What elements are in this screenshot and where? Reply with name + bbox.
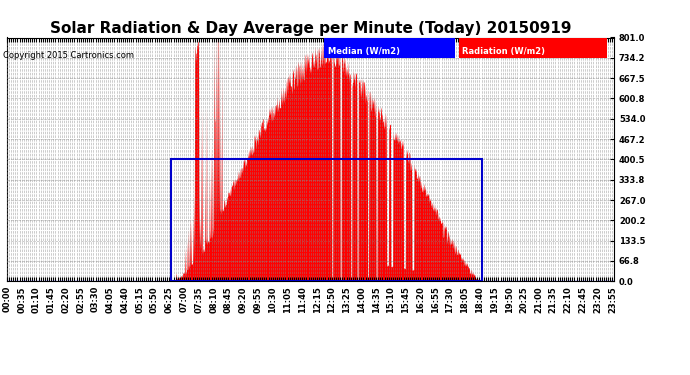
- Text: Copyright 2015 Cartronics.com: Copyright 2015 Cartronics.com: [3, 51, 135, 60]
- Text: Median (W/m2): Median (W/m2): [328, 47, 400, 56]
- Title: Solar Radiation & Day Average per Minute (Today) 20150919: Solar Radiation & Day Average per Minute…: [50, 21, 571, 36]
- Text: Radiation (W/m2): Radiation (W/m2): [462, 47, 545, 56]
- Bar: [171, 159, 482, 281]
